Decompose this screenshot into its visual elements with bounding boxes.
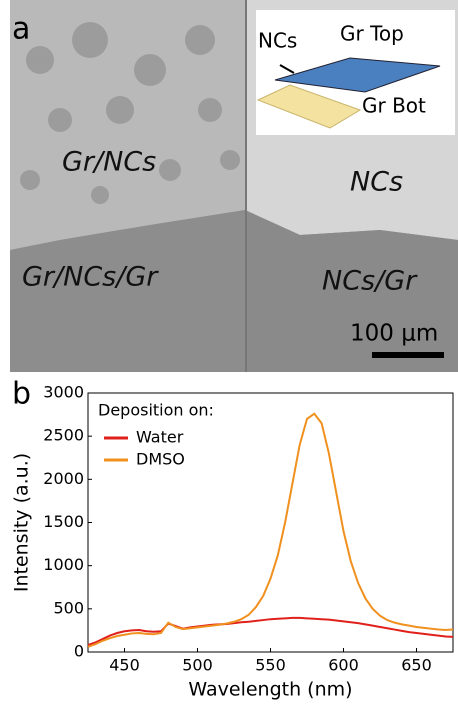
- panel-label: b: [12, 377, 31, 412]
- y-tick-label: 1500: [43, 512, 84, 531]
- legend-label: DMSO: [136, 450, 185, 469]
- x-tick-label: 650: [401, 656, 432, 675]
- scale-label: 100 μm: [350, 321, 438, 347]
- y-axis-label: Intensity (a.u.): [11, 453, 33, 592]
- panel-label: a: [12, 12, 30, 47]
- inset-label: Gr Bot: [362, 94, 426, 118]
- region-label: NCs: [350, 167, 403, 198]
- y-tick-label: 2000: [43, 469, 84, 488]
- scale-bar: [372, 352, 444, 358]
- x-tick-label: 500: [182, 656, 213, 675]
- x-axis-label: Wavelength (nm): [188, 679, 352, 701]
- page: a NCs Gr Top Gr Bot Gr/NCs NCs Gr/NCs/Gr…: [0, 0, 458, 701]
- y-tick-label: 3000: [43, 383, 84, 402]
- region-label: Gr/NCs: [62, 147, 156, 178]
- micrograph: a NCs Gr Top Gr Bot Gr/NCs NCs Gr/NCs/Gr…: [10, 0, 458, 372]
- inset-label: Gr Top: [340, 22, 404, 46]
- legend-label: Water: [136, 428, 184, 447]
- y-tick-label: 0: [74, 642, 84, 661]
- x-tick-label: 600: [328, 656, 359, 675]
- series-line: [88, 618, 453, 645]
- region-label: NCs/Gr: [322, 266, 418, 297]
- x-tick-label: 450: [109, 656, 140, 675]
- y-tick-label: 2500: [43, 426, 84, 445]
- x-tick-label: 550: [255, 656, 286, 675]
- y-tick-label: 1000: [43, 555, 84, 574]
- seam: [245, 0, 247, 372]
- legend-title: Deposition on:: [98, 401, 214, 420]
- chart: 0 500 1000 1500 2000 2500 3000 450 500 550 600 650 W…: [11, 383, 454, 701]
- inset-label: NCs: [258, 29, 297, 53]
- region-label: Gr/NCs/Gr: [22, 262, 159, 293]
- y-tick-label: 500: [53, 598, 84, 617]
- figure: a NCs Gr Top Gr Bot Gr/NCs NCs Gr/NCs/Gr…: [0, 0, 458, 701]
